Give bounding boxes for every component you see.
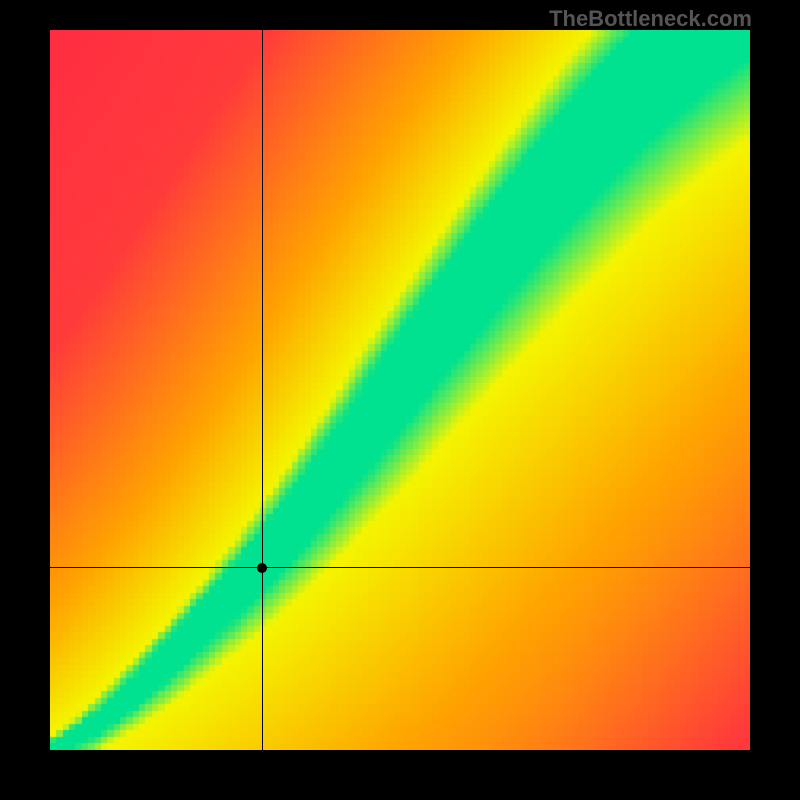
watermark-text: TheBottleneck.com [549,6,752,32]
crosshair-vertical [262,30,263,750]
crosshair-horizontal [50,567,750,568]
heatmap-canvas [50,30,750,750]
selection-marker [257,563,267,573]
heatmap-plot [50,30,750,750]
